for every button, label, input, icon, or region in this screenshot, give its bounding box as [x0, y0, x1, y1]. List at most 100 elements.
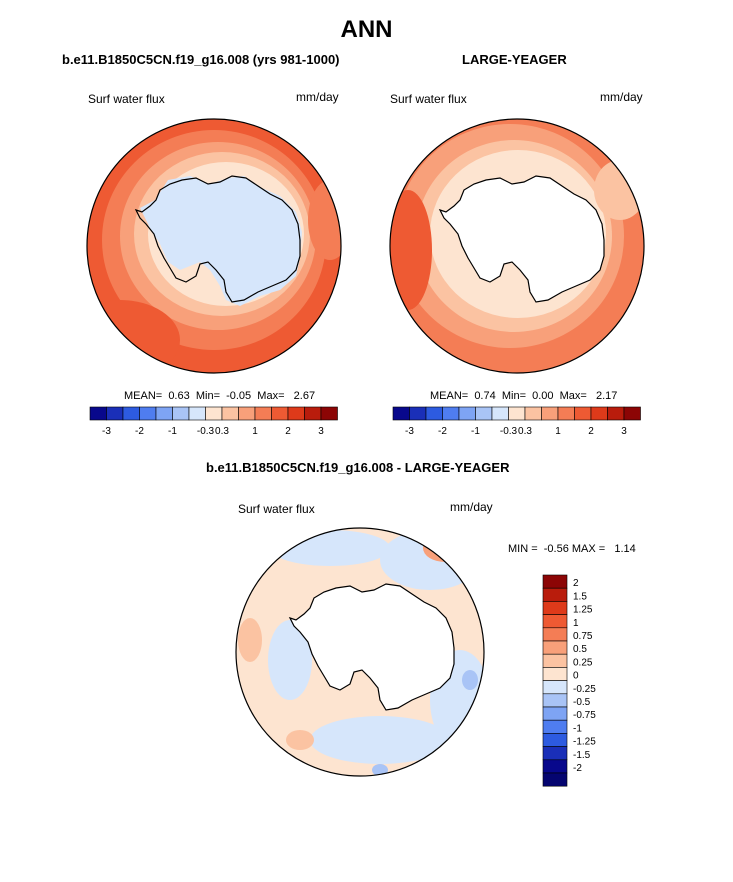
colorbar-box: [491, 406, 509, 421]
colorbar-box: [542, 759, 568, 774]
colorbar-box: [155, 406, 173, 421]
colorbar-tick-label: -1.25: [573, 737, 596, 748]
colorbar-tick-label: 2: [285, 426, 291, 437]
colorbar-tick-label: 1: [555, 426, 561, 437]
colorbar-box: [607, 406, 625, 421]
colorbar-box: [409, 406, 427, 421]
colorbar-box: [304, 406, 322, 421]
colorbar-box: [89, 406, 107, 421]
colorbar-box: [221, 406, 239, 421]
colorbar-box: [205, 406, 223, 421]
colorbar-tick-label: -0.3: [197, 426, 215, 437]
colorbar-tick-label: -2: [438, 426, 447, 437]
right-units-label: mm/day: [600, 90, 643, 104]
colorbar-box: [188, 406, 206, 421]
colorbar-box: [542, 772, 568, 787]
colorbar-box: [106, 406, 124, 421]
colorbar-tick-label: -0.3: [500, 426, 518, 437]
colorbar-tick-label: 1.25: [573, 605, 593, 616]
colorbar-box: [508, 406, 526, 421]
colorbar-tick-label: 0.5: [573, 644, 587, 655]
diff-stats: MIN = -0.56 MAX = 1.14: [508, 543, 636, 555]
colorbar-box: [542, 667, 568, 681]
colorbar-box: [458, 406, 476, 421]
colorbar-box: [254, 406, 272, 421]
colorbar-box: [287, 406, 305, 421]
colorbar-tick-label: 0.75: [573, 631, 593, 642]
colorbar-box: [542, 719, 568, 734]
colorbar-tick-label: -1: [168, 426, 177, 437]
colorbar-box: [557, 406, 575, 421]
colorbar-tick-label: 2: [573, 578, 579, 589]
colorbar-tick-label: 1.5: [573, 591, 587, 602]
colorbar-box: [392, 406, 410, 421]
colorbar-box: [524, 406, 542, 421]
right-map-border: [389, 118, 645, 374]
right-polar-map: [390, 119, 644, 373]
colorbar-box: [542, 680, 568, 695]
colorbar-box: [442, 406, 460, 421]
colorbar-tick-label: -0.25: [573, 684, 596, 695]
figure-title: ANN: [340, 16, 393, 43]
colorbar-box: [542, 614, 568, 629]
right-panel-title: LARGE-YEAGER: [462, 52, 567, 67]
colorbar-tick-label: -1: [573, 723, 582, 734]
diff-panel-title: b.e11.B1850C5CN.f19_g16.008 - LARGE-YEAG…: [206, 460, 510, 475]
diff-colorbar: 2 1.5 1.25 1 0.75 0.5 0.25 0 -0.25 -0.5 -0.75 -1 -1.…: [542, 574, 596, 787]
colorbar-box: [542, 587, 568, 602]
colorbar-box: [475, 406, 493, 421]
colorbar-tick-label: 0.3: [518, 426, 532, 437]
diff-units-label: mm/day: [450, 500, 493, 514]
colorbar-box: [542, 601, 568, 615]
colorbar-tick-label: 0: [573, 671, 579, 682]
left-variable-label: Surf water flux: [88, 92, 165, 106]
colorbar-tick-label: 1: [573, 618, 579, 629]
colorbar-box: [542, 653, 568, 668]
colorbar-tick-label: 0.3: [215, 426, 229, 437]
colorbar-box: [320, 406, 338, 421]
left-stats: MEAN= 0.63 Min= -0.05 Max= 2.67: [124, 390, 316, 402]
colorbar-tick-label: 2: [588, 426, 594, 437]
left-panel-title: b.e11.B1850C5CN.f19_g16.008 (yrs 981-100…: [62, 52, 340, 67]
colorbar-tick-label: 3: [318, 426, 324, 437]
colorbar-box: [122, 406, 140, 421]
colorbar-box: [574, 406, 592, 421]
left-units-label: mm/day: [296, 90, 339, 104]
colorbar-box: [541, 406, 559, 421]
colorbar-box: [139, 406, 157, 421]
colorbar-tick-label: -1: [471, 426, 480, 437]
colorbar-tick-label: 0.25: [573, 657, 593, 668]
colorbar-box: [172, 406, 190, 421]
right-colorbar: -3 -2 -1 -0.3 0.3 1 2 3: [392, 406, 641, 437]
colorbar-box: [238, 406, 256, 421]
colorbar-tick-label: 1: [252, 426, 258, 437]
colorbar-tick-label: -3: [405, 426, 414, 437]
colorbar-box: [542, 693, 568, 708]
colorbar-box: [542, 640, 568, 655]
left-polar-map: [87, 119, 341, 373]
left-map-border: [86, 118, 342, 374]
colorbar-box: [542, 746, 568, 761]
left-colorbar: -3 -2 -1 -0.3 0.3 1 2 3: [89, 406, 338, 437]
colorbar-box: [542, 706, 568, 721]
colorbar-box: [623, 406, 641, 421]
colorbar-box: [425, 406, 443, 421]
right-stats: MEAN= 0.74 Min= 0.00 Max= 2.17: [430, 390, 618, 402]
colorbar-tick-label: -0.5: [573, 697, 591, 708]
colorbar-box: [542, 627, 568, 642]
colorbar-tick-label: -1.5: [573, 750, 591, 761]
colorbar-box: [542, 574, 568, 589]
colorbar-box: [542, 733, 568, 747]
right-variable-label: Surf water flux: [390, 92, 467, 106]
colorbar-tick-label: -2: [135, 426, 144, 437]
colorbar-box: [590, 406, 608, 421]
diff-polar-map: [236, 528, 484, 776]
diff-map-border: [235, 527, 485, 777]
colorbar-box: [271, 406, 289, 421]
colorbar-tick-label: -2: [573, 763, 582, 774]
colorbar-tick-label: 3: [621, 426, 627, 437]
diff-variable-label: Surf water flux: [238, 502, 315, 516]
colorbar-tick-label: -3: [102, 426, 111, 437]
colorbar-tick-label: -0.75: [573, 710, 596, 721]
